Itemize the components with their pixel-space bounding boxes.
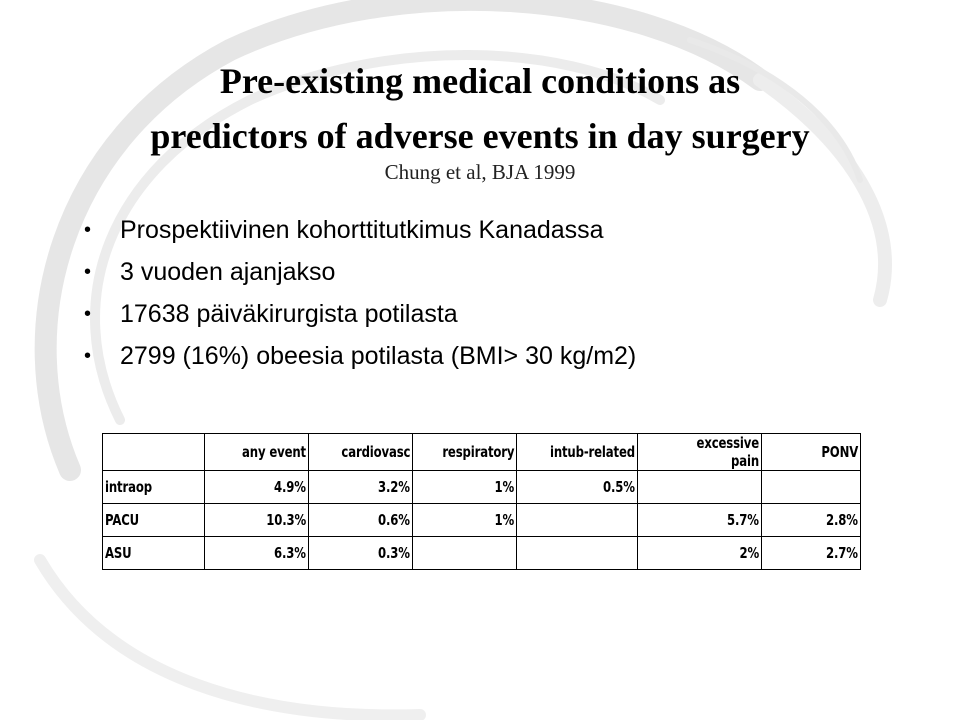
table-cell: 4.9%	[204, 470, 309, 504]
table-cell: 10.3%	[204, 503, 309, 537]
slide-title-line-2: predictors of adverse events in day surg…	[150, 116, 810, 156]
table-cell	[761, 470, 861, 504]
bullet-item: • 17638 päiväkirurgista potilasta	[84, 296, 636, 338]
table-cell: 2.8%	[761, 503, 861, 537]
row-label: PACU	[102, 503, 205, 537]
bullet-dot-icon: •	[84, 345, 92, 367]
table-cell: 1%	[412, 503, 517, 537]
adverse-events-table: any event cardiovasc respiratory intub-r…	[102, 433, 861, 570]
bullet-list: • Prospektiivinen kohorttitutkimus Kanada…	[84, 212, 636, 380]
table-cell: 2.7%	[761, 536, 861, 570]
bullet-dot-icon: •	[84, 303, 92, 325]
table-row: intraop 4.9% 3.2% 1% 0.5%	[102, 470, 861, 504]
row-label: intraop	[102, 470, 205, 504]
bullet-item: • Prospektiivinen kohorttitutkimus Kanada…	[84, 212, 636, 254]
row-label: ASU	[102, 536, 205, 570]
table-header-cell: any event	[204, 433, 309, 471]
table-cell: 0.6%	[308, 503, 413, 537]
table-header-cell	[102, 433, 205, 471]
table-header-cell: excessive pain	[637, 433, 762, 471]
table-header-cell: respiratory	[412, 433, 517, 471]
table-header-row: any event cardiovasc respiratory intub-r…	[102, 433, 861, 471]
bullet-dot-icon: •	[84, 261, 92, 283]
table-header-cell: PONV	[761, 433, 861, 471]
table-cell: 5.7%	[637, 503, 762, 537]
table-cell	[516, 503, 638, 537]
table-cell: 1%	[412, 470, 517, 504]
table-cell: 0.3%	[308, 536, 413, 570]
table-cell	[637, 470, 762, 504]
table-cell: 3.2%	[308, 470, 413, 504]
table-cell: 6.3%	[204, 536, 309, 570]
bullet-item: • 2799 (16%) obeesia potilasta (BMI> 30 k…	[84, 338, 636, 380]
table-cell	[516, 536, 638, 570]
slide-title-line-1: Pre-existing medical conditions as	[219, 61, 741, 101]
table-header-cell: cardiovasc	[308, 433, 413, 471]
citation-subtitle: Chung et al, BJA 1999	[384, 160, 576, 184]
bullet-dot-icon: •	[84, 219, 92, 241]
bullet-item: • 3 vuoden ajanjakso	[84, 254, 636, 296]
table-row: ASU 6.3% 0.3% 2% 2.7%	[102, 536, 861, 570]
table-row: PACU 10.3% 0.6% 1% 5.7% 2.8%	[102, 503, 861, 537]
table-cell	[412, 536, 517, 570]
table-header-cell: intub-related	[516, 433, 638, 471]
table-cell: 0.5%	[516, 470, 638, 504]
table-cell: 2%	[637, 536, 762, 570]
